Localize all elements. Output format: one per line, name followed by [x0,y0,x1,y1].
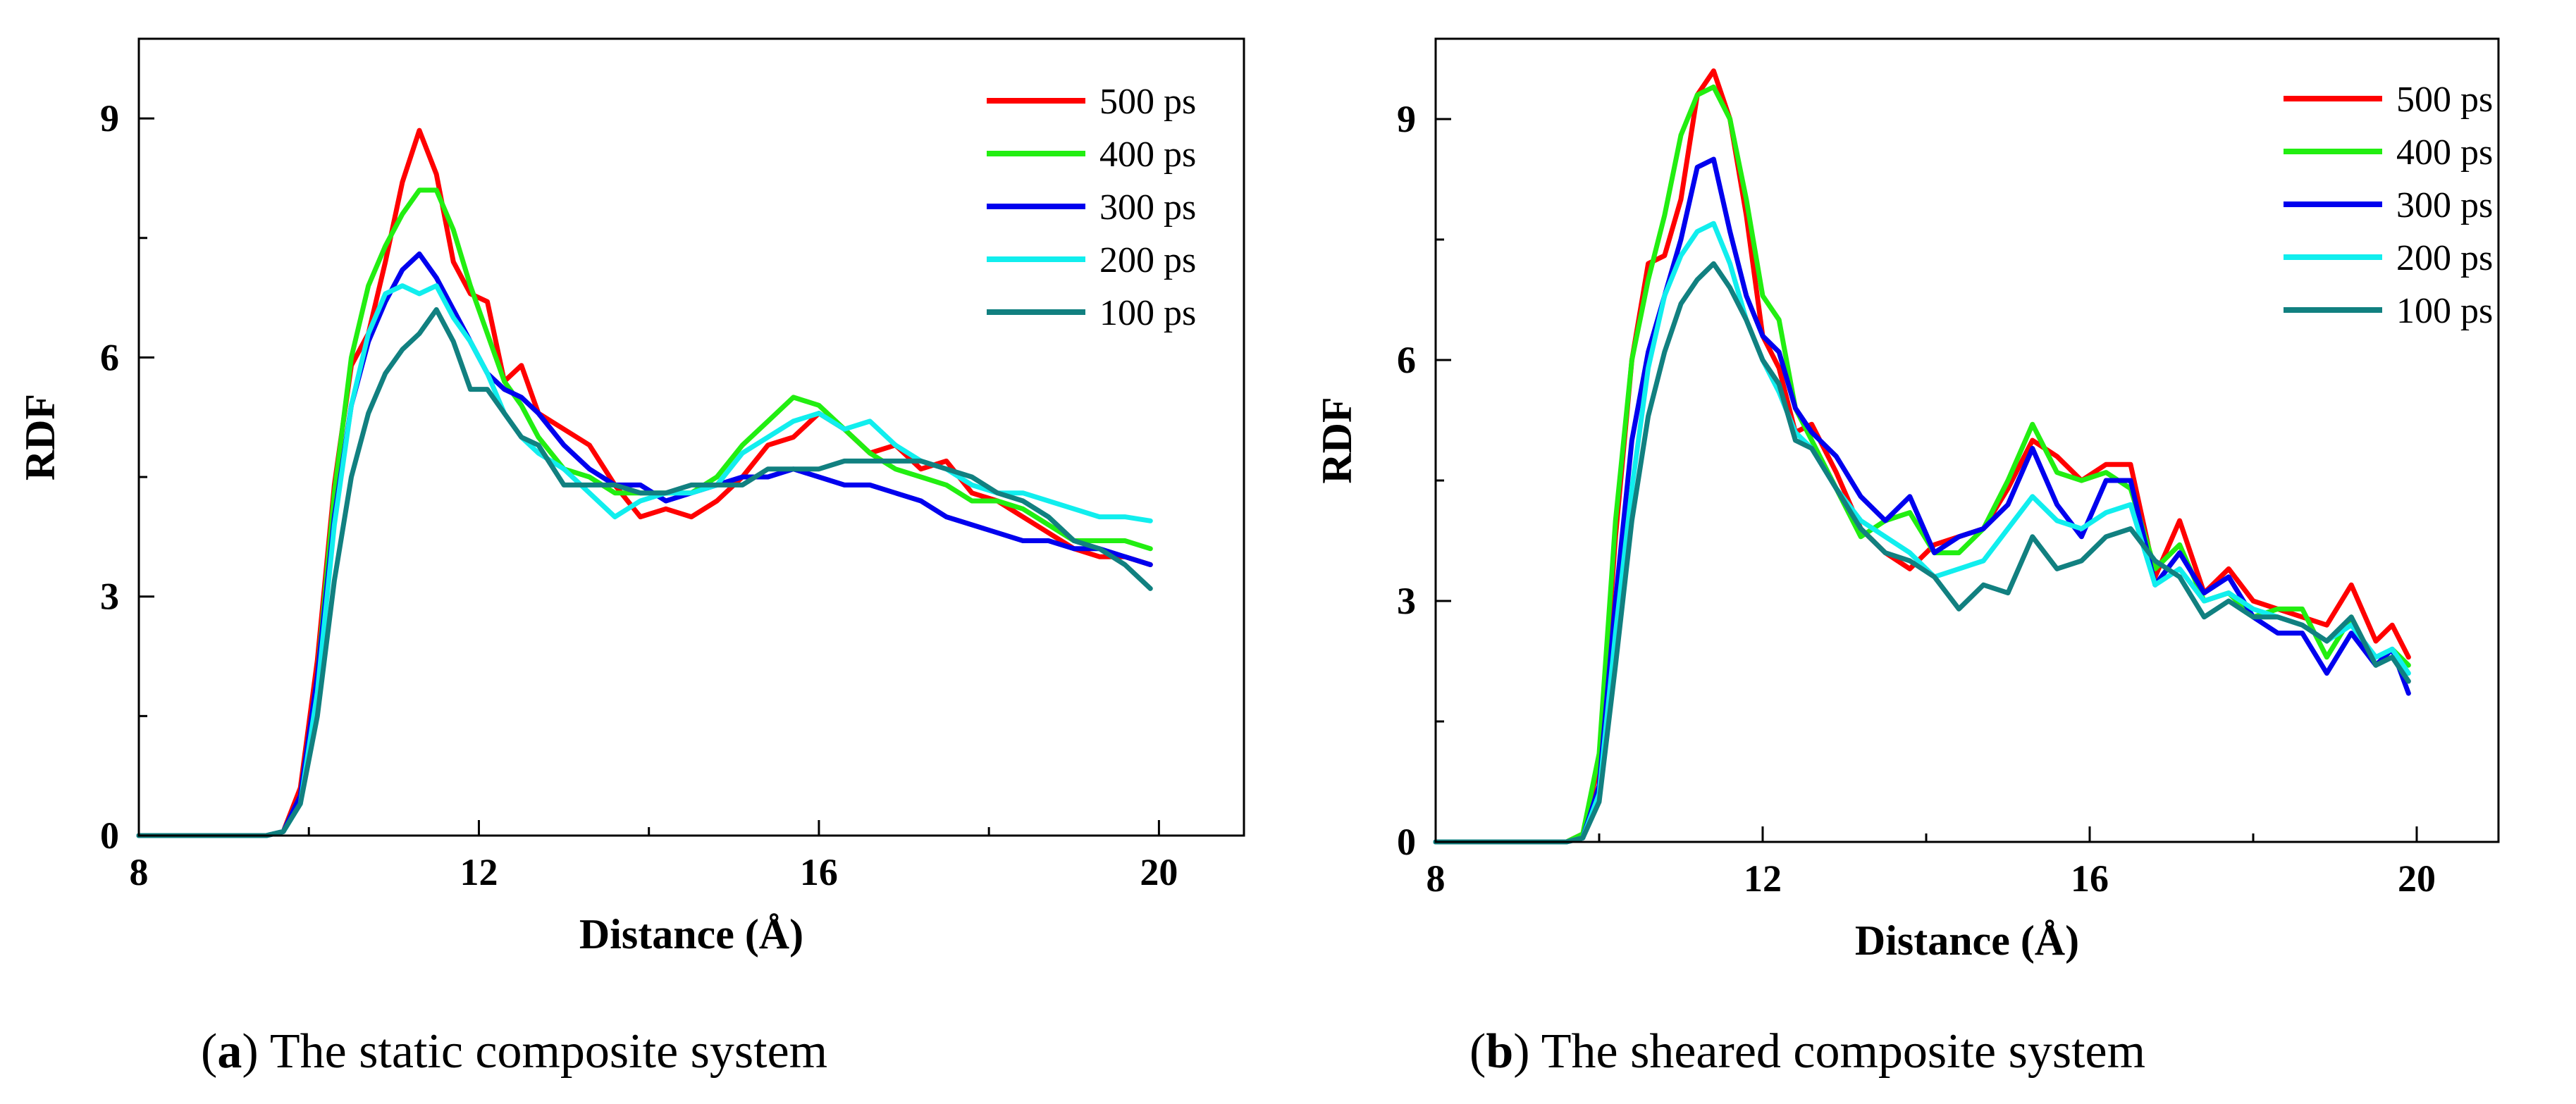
series-line-a-200ps [136,283,1153,838]
caption-text-b: The sheared composite system [1541,1024,2145,1079]
panel-a: 8 12 16 20 0 3 6 9 Distance (Å) RDF 500 ps 400 ps 30… [17,37,1245,957]
x-axis-title-a: Distance (Å) [579,911,803,957]
caption-a: (a) The static composite system [201,1024,827,1079]
panel-b: 8 12 16 20 0 3 6 9 Distance (Å) RDF 500 ps 400 ps 30… [1314,37,2500,964]
y-tick-label-a-0: 0 [100,814,119,857]
x-tick-label-a-8: 8 [130,851,149,893]
series-line-a-300ps [136,251,1153,838]
x-tick-label-b-16: 16 [2071,857,2109,900]
x-tick-label-a-20: 20 [1140,851,1178,893]
y-axis-title-b: RDF [1314,397,1360,483]
y-tick-label-a-9: 9 [100,97,119,139]
legend-label-a-100ps: 100 ps [1099,293,1196,333]
legend-label-a-500ps: 500 ps [1099,82,1196,122]
y-tick-label-b-6: 6 [1397,339,1416,381]
caption-letter-a: a [217,1024,242,1079]
x-axis-title-b: Distance (Å) [1855,917,2079,964]
x-tick-label-b-20: 20 [2398,857,2436,900]
y-axis-title-a: RDF [17,394,63,480]
legend-label-b-400ps: 400 ps [2396,132,2493,173]
caption-letter-b: b [1486,1024,1513,1079]
y-tick-label-a-3: 3 [100,576,119,618]
legend-label-b-200ps: 200 ps [2396,238,2493,278]
plot-frame-b [1434,37,2500,843]
series-line-b-200ps [1433,221,2411,845]
legend-label-a-400ps: 400 ps [1099,135,1196,175]
series-line-b-300ps [1433,156,2411,845]
series-line-a-400ps [136,187,1153,838]
y-tick-label-b-0: 0 [1397,821,1416,863]
x-tick-label-a-12: 12 [460,851,498,893]
x-tick-label-a-16: 16 [800,851,838,893]
legend-label-b-300ps: 300 ps [2396,185,2493,225]
y-tick-label-a-6: 6 [100,336,119,378]
y-tick-label-b-3: 3 [1397,580,1416,622]
series-line-a-100ps [136,307,1153,838]
legend-label-b-500ps: 500 ps [2396,80,2493,120]
series-line-b-500ps [1433,68,2411,845]
x-tick-label-b-12: 12 [1744,857,1782,900]
caption-b: (b) The sheared composite system [1469,1024,2145,1079]
y-tick-label-b-9: 9 [1397,98,1416,140]
legend-label-a-300ps: 300 ps [1099,187,1196,228]
series-line-b-100ps [1433,261,2411,845]
caption-text-a: The static composite system [270,1024,827,1079]
series-line-b-400ps [1433,84,2411,845]
legend-label-a-200ps: 200 ps [1099,240,1196,280]
x-tick-label-b-8: 8 [1426,857,1446,900]
legend-label-b-100ps: 100 ps [2396,291,2493,331]
plot-frame-a [137,37,1245,837]
series-line-a-500ps [136,128,1153,838]
